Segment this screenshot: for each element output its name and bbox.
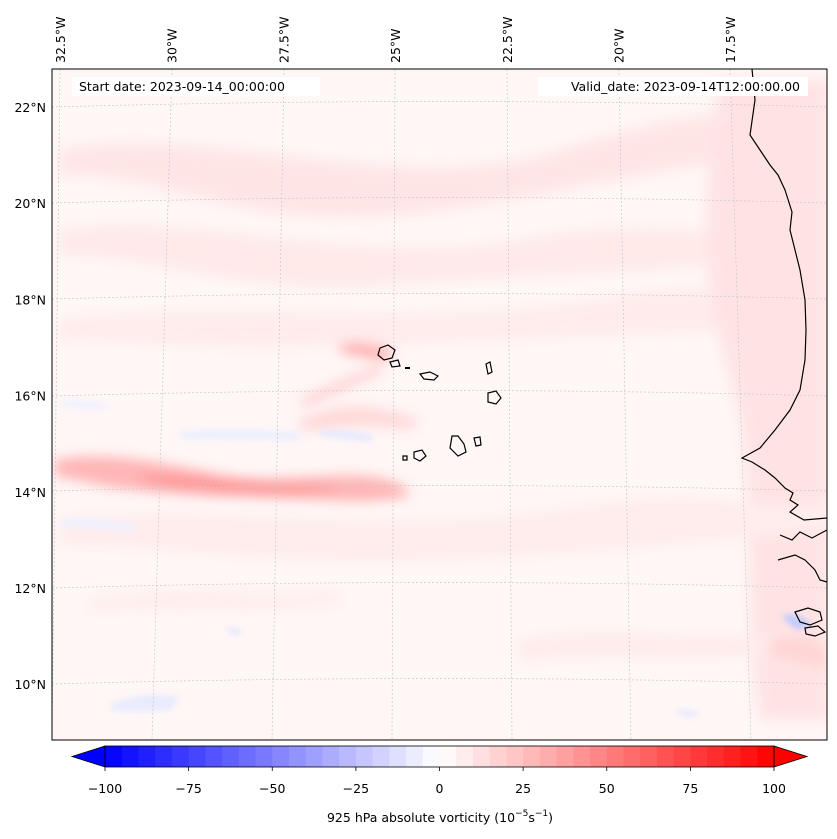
lon-tick-label: 32.5°W [53, 17, 68, 63]
latitude-labels: 22°N 20°N 18°N 16°N 14°N 12°N 10°N [14, 100, 46, 692]
colorbar-tick-label: 0 [436, 781, 444, 796]
colorbar-tick-label: −25 [343, 781, 369, 796]
start-date-label: Start date: 2023-09-14_00:00:00 [79, 79, 285, 94]
colorbar-segment [472, 746, 491, 767]
colorbar-segment [105, 746, 123, 767]
lon-tick-label: 20°W [612, 28, 627, 63]
colorbar-segment [523, 746, 541, 767]
valid-date-label: Valid_date: 2023-09-14T12:00:00.00 [571, 79, 800, 94]
colorbar-segment [673, 746, 691, 767]
colorbar-tick-label: −75 [175, 781, 201, 796]
lat-tick-label: 14°N [14, 485, 46, 500]
colorbar-segment [355, 746, 374, 767]
lon-tick-label: 22.5°W [500, 17, 515, 63]
lon-tick-label: 25°W [388, 28, 403, 63]
cape-verde-santiago [449, 435, 467, 457]
colorbar-tick-label: 75 [682, 781, 698, 796]
cape-verde-santo-antao [377, 344, 396, 361]
africa-coastline [740, 69, 827, 521]
colorbar-segment [556, 746, 574, 767]
colorbar-extend-max [773, 745, 809, 768]
lon-tick-label: 30°W [165, 28, 180, 63]
colorbar-segment [590, 746, 608, 767]
colorbar-segment [138, 746, 156, 767]
colorbar-segment [573, 746, 591, 767]
colorbar-segment [539, 746, 558, 767]
graticule [52, 69, 827, 740]
colorbar-segment [623, 746, 641, 767]
lon-tick-label: 17.5°W [723, 17, 738, 63]
colorbar-segment [255, 746, 273, 767]
lat-tick-label: 20°N [14, 196, 46, 211]
lat-tick-label: 10°N [14, 677, 46, 692]
colorbar-segments [105, 746, 775, 767]
colorbar-segment [272, 746, 290, 767]
colorbar-segment [238, 746, 257, 767]
colorbar-label-mid: s [528, 810, 535, 825]
colorbar-segment [489, 746, 507, 767]
colorbar-segment [740, 746, 758, 767]
colorbar-segment [389, 746, 407, 767]
colorbar-segment [339, 746, 357, 767]
colorbar-segment [305, 746, 324, 767]
colorbar-segment [456, 746, 474, 767]
colorbar-segment [707, 746, 725, 767]
vorticity-field [52, 69, 827, 740]
colorbar-segment [372, 746, 390, 767]
colorbar-label-text: 925 hPa absolute vorticity (10 [327, 810, 515, 825]
colorbar-segment [506, 746, 524, 767]
colorbar-segment [406, 746, 424, 767]
colorbar-ticks: −100 −75 −50 −25 0 25 50 75 100 [88, 767, 786, 796]
colorbar-tick-label: −50 [259, 781, 285, 796]
colorbar-label: 925 hPa absolute vorticity (10−5s−1) [327, 809, 553, 825]
colorbar-tick-label: 50 [599, 781, 615, 796]
colorbar-segment [121, 746, 140, 767]
colorbar-tick-label: 25 [515, 781, 531, 796]
coastlines [377, 69, 827, 637]
longitude-labels: 32.5°W 30°W 27.5°W 25°W 22.5°W 20°W 17.5°W [53, 17, 738, 63]
colorbar-segment [723, 746, 742, 767]
colorbar-segment [640, 746, 658, 767]
colorbar-tick-label: −100 [88, 781, 122, 796]
lat-tick-label: 16°N [14, 389, 46, 404]
colorbar-segment [439, 746, 457, 767]
lat-tick-label: 12°N [14, 581, 46, 596]
colorbar-segment [606, 746, 625, 767]
colorbar-segment [690, 746, 708, 767]
colorbar-segment [656, 746, 675, 767]
colorbar-extend-min [70, 745, 106, 768]
colorbar-segment [171, 746, 190, 767]
header-labels: Start date: 2023-09-14_00:00:00 Valid_da… [72, 77, 808, 96]
map-frame [51, 68, 828, 741]
colorbar: −100 −75 −50 −25 0 25 50 75 100 925 hPa absolute… [70, 745, 809, 825]
colorbar-segment [222, 746, 240, 767]
colorbar-tick-label: 100 [762, 781, 786, 796]
colorbar-label-close: ) [548, 810, 553, 825]
lat-tick-label: 22°N [14, 100, 46, 115]
map-panel: Start date: 2023-09-14_00:00:00 Valid_da… [14, 17, 828, 741]
colorbar-label-exp2: −1 [535, 809, 548, 819]
colorbar-segment [205, 746, 223, 767]
lat-tick-label: 18°N [14, 292, 46, 307]
colorbar-segment [288, 746, 307, 767]
colorbar-segment [322, 746, 340, 767]
colorbar-label-exp1: −5 [515, 809, 528, 819]
colorbar-segment [188, 746, 206, 767]
colorbar-segment [155, 746, 173, 767]
lon-tick-label: 27.5°W [276, 17, 291, 63]
colorbar-segment [422, 746, 441, 767]
colorbar-segment [757, 746, 775, 767]
